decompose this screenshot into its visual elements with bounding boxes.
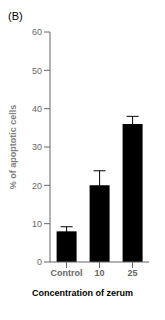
- svg-text:60: 60: [32, 27, 42, 37]
- html-text:(B): (B): [8, 10, 23, 22]
- svg-text:0: 0: [37, 257, 42, 267]
- svg-text:20: 20: [32, 181, 42, 191]
- svg-text:25: 25: [127, 268, 137, 278]
- svg-text:40: 40: [32, 104, 42, 114]
- html-text:Concentration of zerum: Concentration of zerum: [32, 288, 133, 298]
- svg-text:30: 30: [32, 142, 42, 152]
- svg-text:50: 50: [32, 66, 42, 76]
- svg-text:Control: Control: [51, 268, 83, 278]
- svg-text:% of apoptotic cells: % of apoptotic cells: [8, 105, 18, 190]
- svg-text:10: 10: [32, 219, 42, 229]
- svg-text:10: 10: [94, 268, 104, 278]
